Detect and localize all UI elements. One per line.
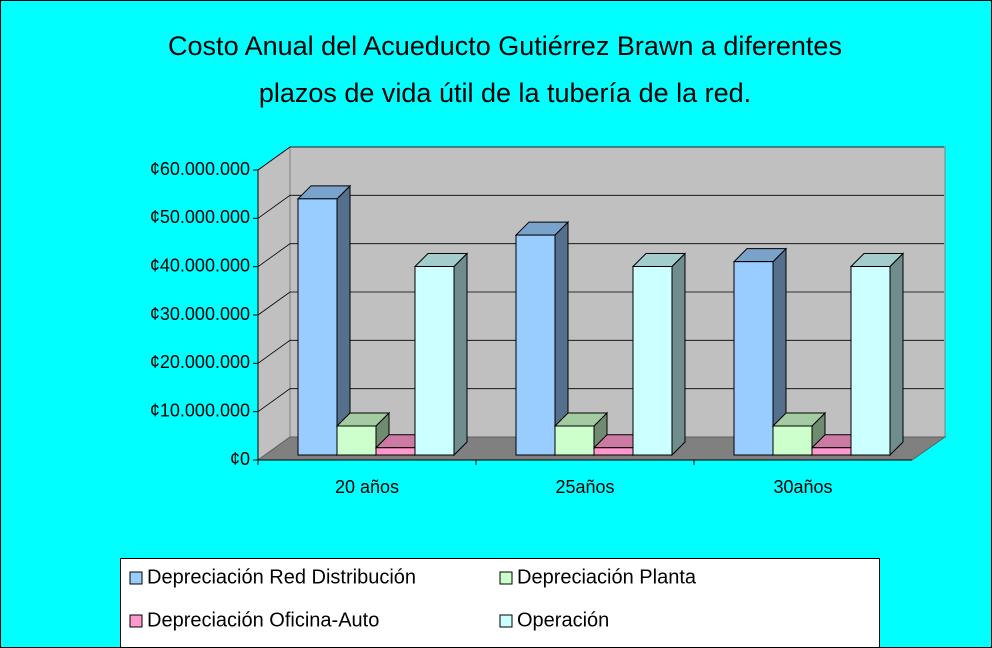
- bar: [772, 425, 813, 456]
- grid-line: [257, 243, 944, 267]
- legend-label: Operación: [517, 609, 609, 631]
- bar: [733, 261, 774, 456]
- grid-line: [257, 388, 944, 412]
- legend-marker: [499, 571, 513, 585]
- chart-title: Costo Anual del Acueducto Gutiérrez Braw…: [168, 31, 842, 61]
- y-tick-label: ¢10.000.000: [150, 400, 250, 420]
- x-tick-label: 20 años: [335, 477, 399, 497]
- grid-line: [257, 194, 944, 219]
- y-tick-label: ¢50.000.000: [150, 207, 250, 227]
- bar-side: [889, 252, 904, 457]
- legend-label: Depreciación Oficina-Auto: [147, 609, 379, 631]
- bar: [554, 425, 595, 456]
- y-tick-label: ¢20.000.000: [150, 352, 250, 372]
- bar-side: [453, 252, 468, 457]
- bar: [336, 425, 377, 456]
- bar: [297, 198, 338, 456]
- y-tick-label: ¢40.000.000: [150, 255, 250, 275]
- y-tick-label: ¢0: [230, 449, 250, 469]
- bar: [632, 266, 673, 456]
- bar: [515, 234, 556, 456]
- bar: [593, 447, 634, 456]
- bar-side: [671, 252, 686, 457]
- legend-label: Depreciación Planta: [517, 566, 697, 588]
- chart-title: plazos de vida útil de la tubería de la …: [259, 78, 751, 108]
- legend-marker: [129, 614, 143, 628]
- bar: [811, 447, 852, 456]
- grid-line: [257, 291, 944, 316]
- grid-line: [257, 339, 944, 364]
- legend-marker: [499, 614, 513, 628]
- bar: [414, 266, 455, 456]
- x-tick-label: 30años: [773, 477, 832, 497]
- x-tick-label: 25años: [555, 477, 614, 497]
- grid-line: [257, 146, 944, 171]
- bar: [850, 266, 891, 456]
- y-tick-label: ¢60.000.000: [150, 159, 250, 179]
- y-tick-label: ¢30.000.000: [150, 304, 250, 324]
- legend-marker: [129, 571, 143, 585]
- legend-label: Depreciación Red Distribución: [147, 566, 416, 588]
- bar: [375, 447, 416, 456]
